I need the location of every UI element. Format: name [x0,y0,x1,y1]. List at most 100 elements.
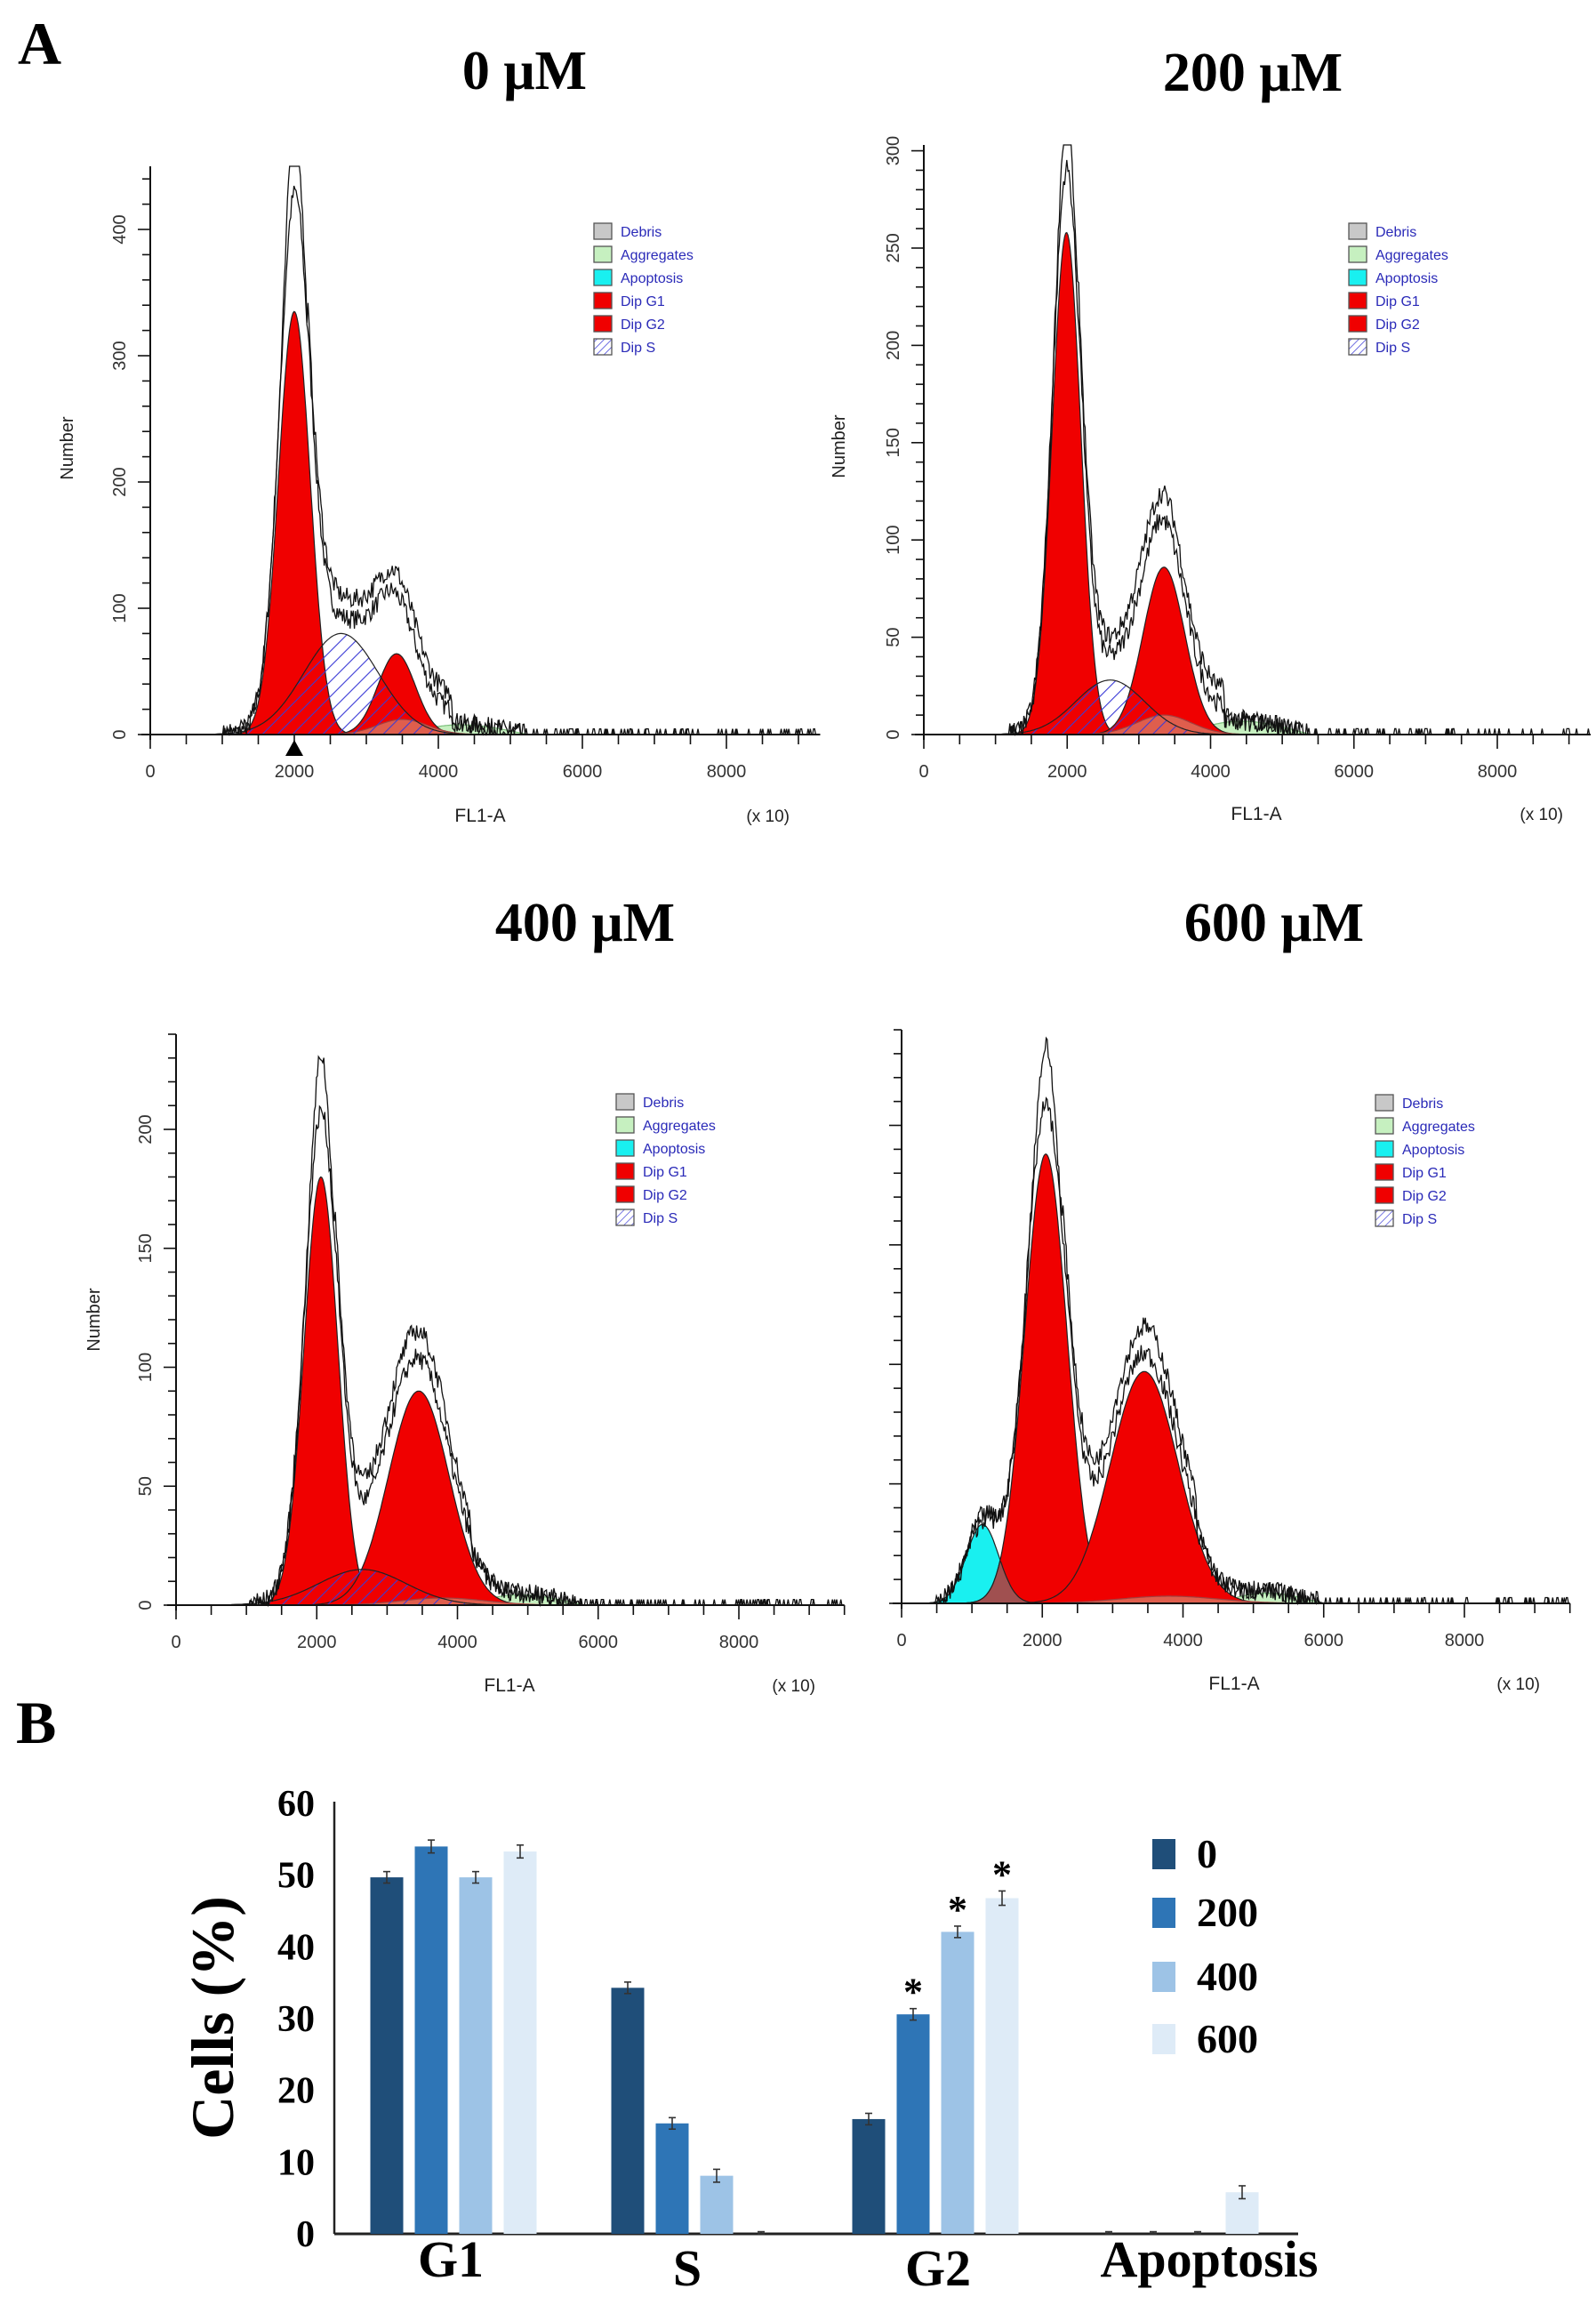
y-tick-label: 50 [884,627,903,647]
x-tick-label: 0 [896,1631,906,1650]
significance-asterisk: * [992,1852,1012,1896]
x-tick-label: 6000 [1335,762,1375,782]
legend-label: Dip S [643,1211,678,1226]
bar [985,1898,1019,2234]
x-tick-label: 8000 [1445,1631,1485,1650]
y-tick-label: 100 [884,526,903,555]
x-axis-unit: (x 10) [746,807,790,826]
legend-swatch [593,245,613,263]
g1-area [196,1176,845,1606]
legend-label: Aggregates [621,248,694,263]
legend-swatch [593,222,613,240]
bar [503,1851,537,2234]
legend-label: Apoptosis [643,1142,705,1157]
legend-label: Dip G1 [1402,1166,1447,1181]
bar-y-tick-label: 10 [277,2142,315,2183]
bar-legend-label: 0 [1197,1831,1217,1876]
legend-swatch [1348,292,1367,309]
bar-y-tick-label: 60 [277,1784,315,1825]
legend-label: Dip G2 [643,1188,687,1203]
legend-swatch [1375,1186,1394,1204]
legend-label: Dip S [1402,1212,1437,1227]
y-tick-label: 0 [136,1600,156,1610]
legend-label: Dip G1 [643,1165,687,1180]
x-tick-label: 4000 [1163,1631,1203,1650]
y-tick-label: 300 [110,341,130,370]
bar [700,2175,734,2234]
legend-label: Dip G2 [621,317,665,333]
bar [852,2118,886,2234]
x-tick-label: 4000 [437,1633,477,1652]
g1-area [945,231,1591,735]
x-tick-label: 0 [918,762,928,782]
bar-y-tick-label: 20 [277,2071,315,2112]
x-tick-label: 6000 [563,762,603,782]
legend-swatch [593,338,613,356]
histogram-panels: 0 μM0 2000 4000 6000 80000100200300400Number… [58,41,1591,1696]
x-axis-unit: (x 10) [1520,806,1563,824]
histogram-panel: 400 μM 0 2000 4000 6000 8000 0 50 100 150 200 Numbe… [84,893,846,1696]
x-tick-label: 8000 [719,1633,759,1652]
g1-area [172,310,821,735]
y-tick-label: 200 [884,331,903,360]
x-tick-label: 0 [145,762,155,782]
bar-category-label: S [673,2239,702,2297]
bar-chart: 0 10 20 30 40 50 60 Cells (%) G1 S G2 Apoptosis 0 * 20… [179,1784,1318,2297]
x-tick-label: 6000 [579,1633,619,1652]
bar-legend-label: 600 [1197,2016,1258,2061]
legend-swatch [1375,1209,1394,1227]
legend-swatch [593,292,613,309]
bar [655,2123,689,2234]
legend-swatch [1375,1117,1394,1135]
bar-legend-label: 200 [1197,1890,1258,1935]
x-axis-unit: (x 10) [1496,1675,1540,1694]
y-tick-label: 0 [884,729,903,739]
legend-swatch [593,315,613,333]
y-axis-label: Number [58,416,77,479]
y-tick-label: 200 [110,467,130,496]
x-axis-label: FL1-A [1231,804,1281,824]
bar-legend-label: 400 [1197,1954,1258,1999]
y-tick-label: 0 [110,729,130,739]
legend-swatch [1348,245,1367,263]
legend-label: Debris [621,225,662,240]
bar-y-tick-label: 40 [277,1927,315,1968]
legend-swatch [615,1162,635,1180]
bar-category-label: G1 [418,2230,484,2288]
significance-asterisk: * [903,1971,923,2014]
legend-swatch [1375,1140,1394,1158]
y-tick-label: 100 [136,1353,156,1382]
bar-y-tick-label: 0 [296,2214,315,2255]
x-tick-label: 2000 [1023,1631,1063,1650]
histogram-panel: 200 μM 0 2000 4000 6000 8000 0 50 100 150 200 250 30… [830,43,1591,824]
marker-triangle-icon [285,740,303,756]
x-tick-label: 2000 [275,762,315,782]
legend-label: Aggregates [643,1119,716,1134]
legend-swatch [1348,315,1367,333]
x-axis-label: FL1-A [454,806,505,826]
y-tick-label: 100 [110,593,130,622]
y-tick-label: 250 [884,233,903,262]
histogram-trace [196,1055,845,1607]
x-tick-label: 2000 [1047,762,1087,782]
panel-title: 600 μM [1184,893,1364,953]
bar [459,1877,493,2234]
panel-title: 200 μM [1163,43,1343,103]
panel-label-a: A [18,10,61,77]
x-tick-label: 8000 [1478,762,1518,782]
bar [370,1877,404,2234]
legend-label: Aggregates [1402,1120,1475,1135]
x-tick-label: 0 [171,1633,180,1652]
legend-label: Apoptosis [1375,271,1438,286]
panel-title: 400 μM [495,893,675,953]
bar-legend-swatch [1152,1898,1175,1928]
y-tick-label: 400 [110,214,130,244]
legend-swatch [1375,1163,1394,1181]
legend-label: Dip G2 [1402,1189,1447,1204]
legend-label: Aggregates [1375,248,1448,263]
legend-label: Dip G1 [1375,294,1420,309]
legend-swatch [615,1093,635,1111]
legend-label: Debris [643,1096,684,1111]
panel-title: 0 μM [462,41,587,101]
